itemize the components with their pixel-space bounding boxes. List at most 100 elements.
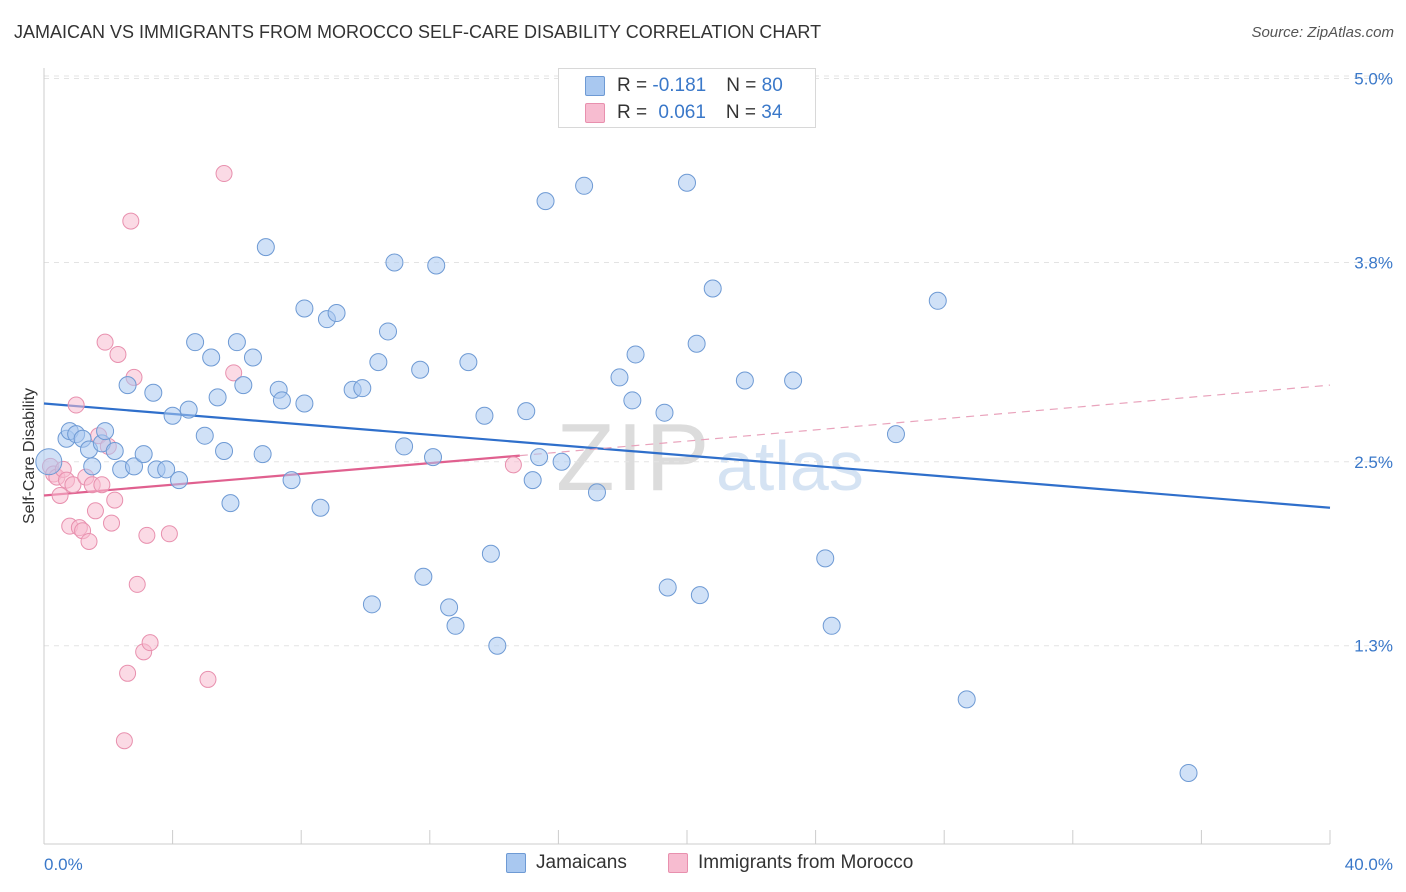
tick-labels: 1.3% 2.5% 3.8% 5.0% 0.0% 40.0%: [44, 70, 1393, 875]
point-jamaicans: [626, 345, 645, 364]
point-jamaicans: [163, 406, 182, 425]
point-jamaicans: [234, 376, 253, 395]
point-jamaicans: [295, 299, 314, 318]
legend-r-label: R =: [617, 102, 653, 123]
trendline-jamaicans: [43, 402, 1331, 509]
point-morocco: [109, 345, 127, 363]
point-jamaicans: [256, 238, 275, 257]
point-morocco: [115, 732, 133, 750]
legend-n-value: 34: [761, 102, 783, 123]
point-jamaicans: [221, 494, 240, 513]
point-jamaicans: [411, 360, 430, 379]
point-morocco: [80, 532, 98, 550]
point-morocco: [86, 502, 104, 520]
point-jamaicans: [687, 334, 706, 353]
correlation-legend: R = -0.181 N = 80 R = 0.061 N = 34: [558, 68, 816, 128]
point-morocco: [160, 525, 178, 543]
legend-n-label: N =: [726, 75, 762, 96]
point-jamaicans: [886, 425, 905, 444]
legend-n-label: N =: [725, 102, 762, 123]
point-jamaicans: [282, 471, 301, 490]
point-morocco: [119, 664, 137, 682]
point-jamaicans: [517, 402, 536, 421]
series-swatch-morocco: [668, 853, 688, 873]
point-jamaicans: [822, 616, 841, 635]
point-jamaicans: [208, 388, 227, 407]
point-morocco: [199, 670, 217, 688]
point-morocco: [103, 514, 121, 532]
point-morocco: [96, 333, 114, 351]
point-jamaicans: [475, 406, 494, 425]
point-morocco: [141, 634, 159, 652]
point-jamaicans: [379, 322, 398, 341]
point-jamaicans: [170, 471, 189, 490]
legend-row-jamaicans: R = -0.181 N = 80: [585, 73, 783, 99]
point-jamaicans: [1179, 763, 1198, 782]
point-jamaicans: [243, 348, 262, 367]
point-jamaicans: [414, 567, 433, 586]
y-axis-label: Self-Care Disability: [21, 388, 38, 524]
point-jamaicans: [623, 391, 642, 410]
point-jamaicans: [179, 400, 198, 419]
series-swatch-jamaicans: [506, 853, 526, 873]
series-name-morocco: Immigrants from Morocco: [698, 852, 914, 873]
legend-r-value: -0.181: [652, 75, 707, 96]
point-morocco: [504, 456, 522, 474]
point-jamaicans: [587, 483, 606, 502]
point-jamaicans: [157, 460, 176, 479]
point-jamaicans: [928, 291, 947, 310]
trendline-morocco: [43, 454, 520, 497]
point-morocco: [106, 491, 124, 509]
point-jamaicans: [295, 394, 314, 413]
point-jamaicans: [488, 636, 507, 655]
legend-r-label: R =: [617, 75, 653, 96]
legend-swatch-morocco: [585, 103, 605, 123]
legend-swatch-jamaicans: [585, 76, 605, 96]
point-jamaicans: [523, 471, 542, 490]
point-jamaicans: [125, 457, 144, 476]
point-jamaicans: [215, 442, 234, 461]
y-tick-label: 5.0%: [1354, 70, 1393, 89]
point-jamaicans: [105, 442, 124, 461]
point-jamaicans: [530, 448, 549, 467]
point-jamaicans: [446, 616, 465, 635]
point-jamaicans: [227, 333, 246, 352]
point-jamaicans: [96, 422, 115, 441]
series-name-jamaicans: Jamaicans: [536, 852, 627, 873]
point-jamaicans: [118, 376, 137, 395]
trend-lines: [43, 384, 1331, 509]
point-jamaicans: [144, 383, 163, 402]
point-jamaicans: [536, 192, 555, 211]
chart-title: JAMAICAN VS IMMIGRANTS FROM MOROCCO SELF…: [14, 22, 822, 42]
point-jamaicans: [134, 445, 153, 464]
point-jamaicans: [83, 457, 102, 476]
point-jamaicans: [311, 498, 330, 517]
point-jamaicans: [440, 598, 459, 617]
point-jamaicans: [552, 452, 571, 471]
legend-r-value: 0.061: [658, 102, 706, 123]
point-morocco: [138, 526, 156, 544]
point-jamaicans: [385, 253, 404, 272]
legend-n-value: 80: [761, 75, 783, 96]
trendline-morocco-extension: [519, 384, 1331, 457]
point-jamaicans: [202, 348, 221, 367]
x-tick-label-min: 0.0%: [44, 855, 83, 874]
point-morocco: [225, 364, 243, 382]
point-jamaicans: [655, 403, 674, 422]
point-jamaicans: [424, 448, 443, 467]
point-morocco: [93, 476, 111, 494]
watermark-atlas: atlas: [716, 427, 864, 505]
point-jamaicans: [816, 549, 835, 568]
point-jamaicans: [957, 690, 976, 709]
chart-source: Source: ZipAtlas.com: [1251, 24, 1394, 41]
point-jamaicans: [395, 437, 414, 456]
point-jamaicans: [427, 256, 446, 275]
point-jamaicans: [658, 578, 677, 597]
point-jamaicans: [186, 333, 205, 352]
point-morocco: [51, 486, 69, 504]
point-morocco: [215, 165, 233, 183]
point-morocco: [122, 212, 140, 230]
watermark-zip: ZIP: [556, 404, 711, 511]
point-jamaicans: [690, 586, 709, 605]
